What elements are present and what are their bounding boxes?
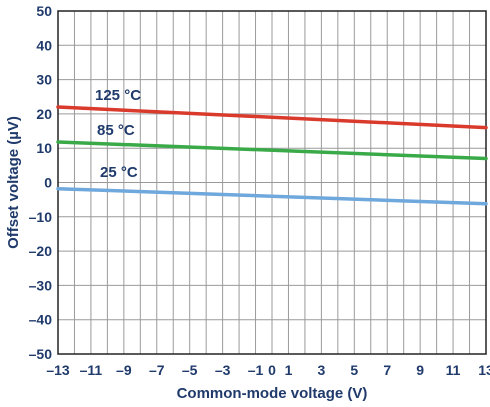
y-tick-label: 10 bbox=[36, 140, 52, 156]
x-tick-label: 1 bbox=[285, 362, 293, 378]
x-tick-label: –5 bbox=[182, 362, 198, 378]
x-axis-label: Common-mode voltage (V) bbox=[177, 385, 368, 402]
y-tick-label: 40 bbox=[36, 37, 52, 53]
x-tick-label: 13 bbox=[478, 362, 490, 378]
y-tick-label: 20 bbox=[36, 106, 52, 122]
x-tick-label: 0 bbox=[268, 362, 276, 378]
series-label: 125 °C bbox=[95, 87, 141, 104]
x-tick-label: 7 bbox=[383, 362, 391, 378]
series-lines bbox=[56, 105, 488, 206]
y-tick-label: –20 bbox=[29, 243, 53, 259]
y-tick-label: –10 bbox=[29, 209, 53, 225]
series-label: 85 °C bbox=[97, 122, 135, 139]
x-tick-label: –1 bbox=[248, 362, 264, 378]
x-tick-label: 5 bbox=[350, 362, 358, 378]
y-tick-label: –40 bbox=[29, 312, 53, 328]
x-tick-label: –13 bbox=[46, 362, 70, 378]
series-line bbox=[56, 186, 488, 206]
y-tick-label: 0 bbox=[44, 175, 52, 191]
y-tick-label: 50 bbox=[36, 3, 52, 19]
x-tick-label: –7 bbox=[149, 362, 165, 378]
series-line bbox=[56, 140, 488, 161]
x-tick-label: –9 bbox=[116, 362, 132, 378]
x-tick-label: 11 bbox=[446, 362, 461, 378]
x-tick-labels: –13 –11 –9 –7 –5 –3 –1 0 1 3 5 7 9 11 13 bbox=[46, 362, 490, 378]
y-tick-labels: –50 –40 –30 –20 –10 0 10 20 30 40 50 bbox=[29, 3, 53, 362]
x-tick-label: –3 bbox=[215, 362, 231, 378]
x-tick-label: 9 bbox=[416, 362, 424, 378]
series-labels: 125 °C 85 °C 25 °C bbox=[95, 87, 141, 181]
plot-frame bbox=[57, 10, 487, 355]
x-tick-label: –11 bbox=[80, 362, 103, 378]
x-tick-label: 3 bbox=[317, 362, 325, 378]
series-line bbox=[56, 105, 488, 130]
series-label: 25 °C bbox=[100, 164, 138, 181]
y-tick-label: 30 bbox=[36, 72, 52, 88]
grid-lines bbox=[58, 11, 486, 354]
y-tick-label: –50 bbox=[29, 346, 53, 362]
y-tick-label: –30 bbox=[29, 277, 53, 293]
y-axis-label: Offset voltage (µV) bbox=[5, 116, 22, 249]
